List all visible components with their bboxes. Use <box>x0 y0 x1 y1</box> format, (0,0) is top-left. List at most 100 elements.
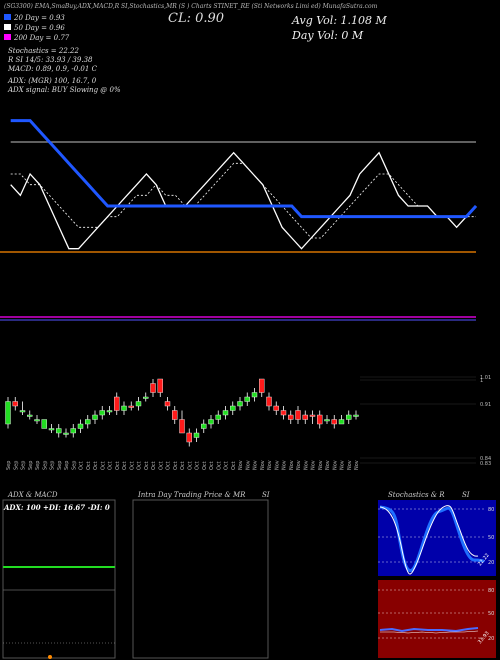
x-date-label: 16 Oct <box>151 461 157 470</box>
candle-body <box>295 410 301 420</box>
x-date-label: 25 Sep <box>50 461 56 470</box>
x-date-label: 27 Sep <box>64 461 70 470</box>
x-date-label: 23 Oct <box>187 461 193 470</box>
candle-body <box>215 414 221 420</box>
stoch-panel-title-suffix: SI <box>462 491 470 499</box>
rsi-signal-line <box>380 630 479 634</box>
candle-body <box>48 428 55 431</box>
adx-readout: ADX: 100 +DI: 16.67 -DI: 0 <box>4 503 110 512</box>
candle-body <box>179 419 185 434</box>
x-date-label: 28 Oct <box>209 461 215 470</box>
x-date-label: 26 Sep <box>57 461 63 470</box>
adx-panel <box>2 499 116 659</box>
candle-body <box>135 401 142 407</box>
candle-body <box>56 428 62 434</box>
stat-line: ADX: (MGR) 100, 16.7, 0 <box>8 77 97 85</box>
candle-body <box>324 419 330 422</box>
y-tick-label: 0.83 <box>480 461 491 467</box>
candle-body <box>70 428 76 434</box>
x-date-label: 11 Nov <box>282 460 288 470</box>
stat-line: ADX signal: BUY Slowing @ 0% <box>8 86 121 94</box>
candle-body <box>288 414 294 420</box>
x-date-label: 19 Nov <box>318 460 324 470</box>
candle-body <box>266 396 272 407</box>
legend-swatch <box>4 34 11 40</box>
x-date-label: 21 Oct <box>173 461 179 470</box>
legend-swatch <box>4 14 11 20</box>
x-date-label: 01 Oct <box>79 461 85 470</box>
y-tick-label: 0.91 <box>480 402 491 408</box>
x-date-label: 26 Nov <box>347 460 353 470</box>
candle-body <box>143 396 149 399</box>
candle-body <box>331 419 337 425</box>
x-date-label: 17 Oct <box>158 461 164 470</box>
candle-body <box>114 396 120 411</box>
x-date-label: 17 Sep <box>6 461 12 470</box>
intraday-panel-title: Intra Day Trading Price & MR <box>138 491 246 499</box>
candle-body <box>106 410 113 413</box>
x-date-label: 15 Oct <box>144 461 150 470</box>
stoch-tick-label: 20 <box>488 560 494 566</box>
x-date-label: 09 Oct <box>115 461 121 470</box>
y-tick-label: 0.84 <box>480 456 491 462</box>
candle-body <box>201 423 207 429</box>
candle-body <box>121 405 127 411</box>
rsi-tick-label: 20 <box>488 636 494 642</box>
x-date-label: 01 Nov <box>238 460 244 470</box>
stat-line: MACD: 0.89, 0.9, -0.01 C <box>8 65 97 73</box>
stoch-panel-title: Stochastics & R <box>388 491 445 499</box>
legend-item: 200 Day = 0.77 <box>4 34 69 42</box>
candle-body <box>353 414 359 417</box>
legend-item: 20 Day = 0.93 <box>4 14 65 22</box>
candle-body <box>63 432 69 435</box>
x-date-label: 18 Nov <box>311 460 317 470</box>
price-chart: 1.011 0.91 0.840.83 17 Sep 18 Sep 19 Sep 20 Se… <box>0 119 491 470</box>
stoch-d-line <box>379 505 479 575</box>
x-date-label: 03 Oct <box>86 461 92 470</box>
x-date-label: 30 Oct <box>224 461 230 470</box>
day-volume: Day Vol: 0 M <box>292 29 364 42</box>
x-date-label: 08 Nov <box>274 460 280 470</box>
candle-body <box>164 401 171 407</box>
candle-body <box>338 419 345 425</box>
close-price: CL: 0.90 <box>168 11 225 26</box>
price-line <box>10 151 477 250</box>
y-tick-label: 1.01 <box>480 375 491 381</box>
legend-item: 50 Day = 0.96 <box>4 24 65 32</box>
x-date-label: 22 Nov <box>332 460 338 470</box>
candle-body <box>280 410 287 416</box>
candle-body <box>309 414 316 417</box>
candle-body <box>186 432 192 443</box>
x-date-label: 14 Nov <box>303 460 309 470</box>
x-date-label: 05 Nov <box>253 460 259 470</box>
candle-body <box>92 414 98 420</box>
legend-swatch <box>4 24 11 30</box>
rsi-panel <box>378 580 496 658</box>
candle-body <box>172 410 178 420</box>
x-date-label: 30 Sep <box>71 461 77 470</box>
x-date-label: 31 Oct <box>231 461 237 470</box>
stoch-tick-label: 80 <box>488 507 494 513</box>
y-tick-label: 1 <box>480 378 483 384</box>
candle-body <box>157 378 163 393</box>
candle-body <box>34 419 40 422</box>
x-date-label: 24 Sep <box>42 461 48 470</box>
candle-body <box>27 414 33 417</box>
x-date-label: 04 Oct <box>93 461 99 470</box>
candle-body <box>244 396 250 402</box>
ma20-line <box>10 119 478 219</box>
candle-body <box>12 401 18 407</box>
x-date-label: 20 Sep <box>28 461 34 470</box>
legend-label: 20 Day = 0.93 <box>14 14 65 22</box>
x-date-label: 25 Oct <box>202 461 208 470</box>
x-date-label: 14 Oct <box>137 461 143 470</box>
x-date-label: 29 Oct <box>216 461 222 470</box>
avg-volume: Avg Vol: 1.108 M <box>292 14 387 27</box>
x-date-label: 08 Oct <box>108 461 114 470</box>
candle-body <box>85 419 91 425</box>
candle-body <box>222 410 229 416</box>
x-date-label: 23 Sep <box>35 461 41 470</box>
candle-body <box>5 401 11 425</box>
x-date-label: 04 Nov <box>245 460 251 470</box>
rsi-tick-label: 50 <box>488 611 494 617</box>
